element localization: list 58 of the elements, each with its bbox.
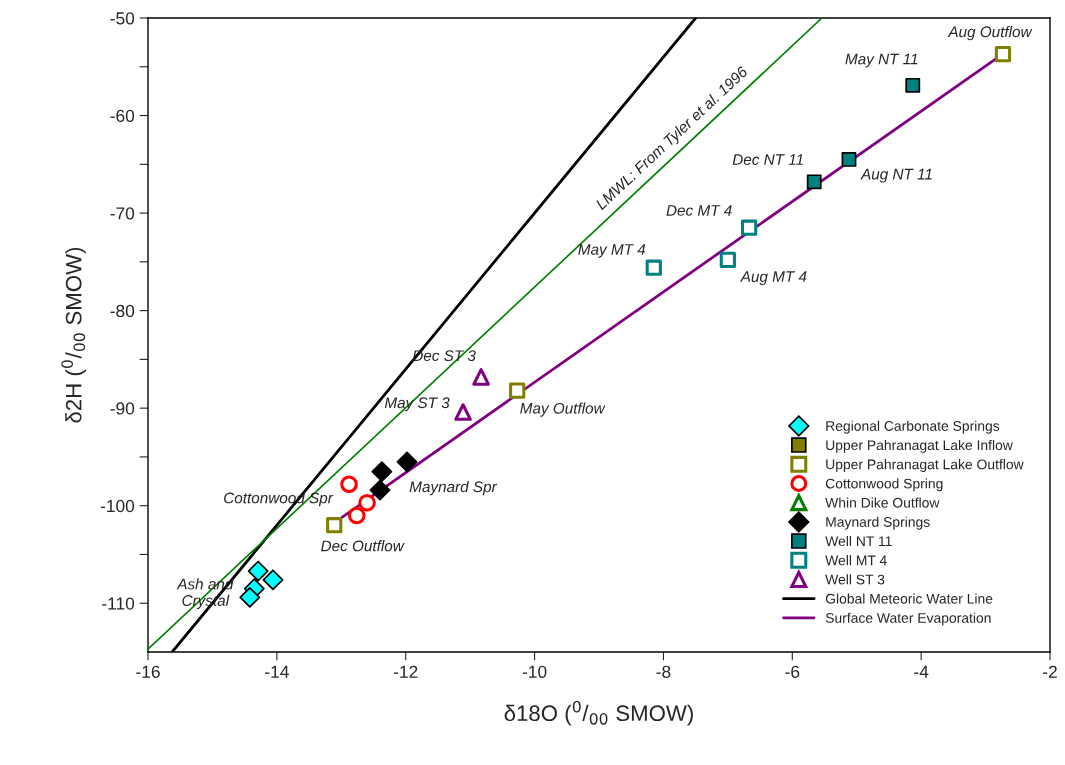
point	[645, 259, 662, 276]
annotation: Aug NT 11	[860, 168, 932, 183]
point	[741, 219, 758, 236]
legend-label: Well MT 4	[825, 555, 887, 566]
legend-label: Global Meteoric Water Line	[825, 593, 993, 604]
point	[369, 479, 391, 501]
point	[262, 569, 284, 591]
legend-label: Well NT 11	[825, 535, 892, 547]
point	[509, 382, 526, 399]
point	[371, 461, 393, 482]
annotation: May NT 11	[845, 53, 918, 68]
legend-label: Well ST 3	[825, 574, 885, 585]
legend-label: Whin Dike Outflow	[825, 497, 940, 508]
x-axis-title: δ18O ($^{0}$/$_{00}$ SMOW)	[504, 700, 693, 726]
x-tick-label: -2	[1043, 665, 1057, 678]
annotation: May Outflow	[520, 402, 606, 417]
point	[905, 77, 921, 93]
annotation: May MT 4	[578, 244, 646, 258]
legend-label: Upper Pahranagat Lake Outflow	[826, 459, 1024, 473]
x-tick-label: -8	[656, 665, 671, 678]
y-tick-label: -110	[102, 597, 135, 610]
point	[347, 506, 366, 525]
annotation: Dec NT 11	[732, 154, 803, 165]
y-tick-label: -100	[100, 499, 135, 513]
point	[719, 251, 736, 269]
x-tick-label: -6	[785, 665, 800, 678]
point	[358, 493, 376, 512]
x-tick-label: -16	[136, 665, 160, 678]
point	[340, 475, 358, 494]
point	[454, 403, 472, 421]
annotation: Dec Outflow	[321, 540, 405, 552]
legend-label: Regional Carbonate Springs	[826, 420, 1000, 434]
annotation: Aug MT 4	[739, 271, 807, 286]
point	[806, 174, 822, 190]
y-tick-label: -80	[110, 304, 135, 318]
point	[247, 560, 269, 582]
legend-label: Cottonwood Spring	[825, 478, 943, 492]
x-tick-label: -12	[393, 665, 418, 678]
y-tick-label: -90	[110, 402, 135, 415]
annotation: Aug Outflow	[947, 25, 1033, 41]
x-tick-label: -10	[522, 665, 547, 678]
annotation: Dec MT 4	[666, 205, 732, 216]
annotation: Maynard Spr	[409, 480, 498, 496]
point	[396, 451, 418, 473]
legend-label: Maynard Springs	[826, 516, 930, 530]
x-tick-label: -4	[914, 665, 929, 678]
y-tick-label: -50	[110, 12, 135, 25]
y-axis-title: δ2H ($^{0}$/$_{00}$ SMOW)	[61, 247, 86, 423]
y-tick-label: -60	[110, 109, 135, 122]
y-tick-label: -70	[110, 207, 135, 220]
point	[472, 368, 490, 386]
point	[994, 45, 1012, 63]
legend-label: Surface Water Evaporation	[825, 612, 991, 626]
point	[239, 586, 261, 608]
point	[841, 152, 857, 167]
legend-label: Upper Pahranagat Lake Inflow	[826, 439, 1013, 453]
point	[326, 517, 343, 534]
x-tick-label: -14	[265, 665, 289, 678]
